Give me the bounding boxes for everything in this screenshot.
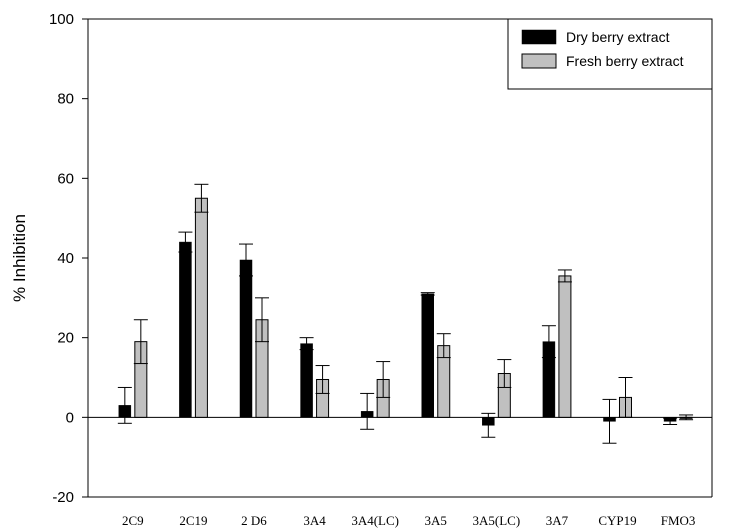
y-tick-label: 60 (57, 170, 74, 187)
bar-fresh (558, 275, 572, 418)
bar-fresh (194, 197, 208, 418)
legend-swatch (521, 29, 557, 45)
y-tick-label: 40 (57, 250, 74, 267)
tick-labels-group: -20 0 20 40 60 80 100 2C9 2C19 2 D6 3A4 3A4(LC) 3A5 3… (49, 11, 695, 528)
legend: Dry berry extract Fresh berry extract (507, 18, 713, 90)
bar-dry (179, 241, 192, 418)
axes (82, 18, 713, 498)
x-tick-label: CYP19 (598, 513, 636, 528)
x-tick-label: 3A4(LC) (351, 513, 399, 528)
y-tick-label: -20 (52, 489, 74, 506)
y-tick-label: 80 (57, 91, 74, 108)
legend-label: Dry berry extract (566, 29, 670, 45)
y-tick-label: 20 (57, 330, 74, 347)
legend-label: Fresh berry extract (566, 53, 684, 69)
x-tick-label: 3A5 (425, 513, 447, 528)
bars-group (117, 183, 694, 444)
y-axis-label: % Inhibition (10, 214, 29, 302)
x-tick-label: 3A7 (546, 513, 569, 528)
x-tick-label: 2C19 (179, 513, 207, 528)
bar-dry (239, 259, 253, 418)
x-tick-label: 3A5(LC) (472, 513, 520, 528)
legend-swatch (521, 53, 557, 69)
x-tick-label: 2 D6 (241, 513, 267, 528)
y-tick-label: 0 (66, 409, 74, 426)
bar-dry (421, 293, 434, 418)
bar-dry (300, 343, 313, 418)
x-tick-label: 2C9 (122, 513, 144, 528)
x-tick-label: 3A4 (303, 513, 326, 528)
x-tick-label: FMO3 (661, 513, 696, 528)
y-tick-label: 100 (49, 11, 74, 28)
